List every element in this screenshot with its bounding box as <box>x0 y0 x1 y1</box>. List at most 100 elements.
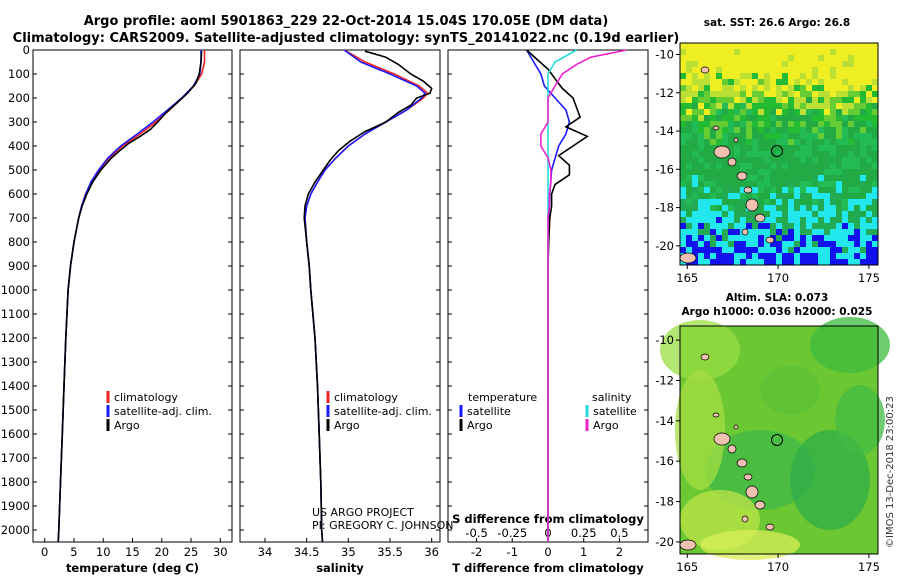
map-lat-label: -14 <box>655 124 674 138</box>
sst-cell <box>770 241 777 248</box>
sst-cell <box>824 109 831 116</box>
sst-cell <box>788 121 795 128</box>
sst-cell <box>806 61 813 68</box>
sst-cell <box>842 163 849 170</box>
sst-cell <box>812 241 819 248</box>
sst-cell <box>782 181 789 188</box>
sst-cell <box>710 97 717 104</box>
sst-cell <box>716 193 723 200</box>
x-tick-label: 34.5 <box>294 545 320 559</box>
island-shape <box>754 500 766 510</box>
sst-cell <box>824 223 831 230</box>
sst-cell <box>698 49 705 56</box>
sst-cell <box>722 253 729 260</box>
sst-cell <box>782 145 789 152</box>
sst-cell <box>716 103 723 110</box>
sst-cell <box>752 139 759 146</box>
sst-cell <box>836 79 843 86</box>
sst-cell <box>734 139 741 146</box>
sst-cell <box>788 49 795 56</box>
sst-cell <box>794 193 801 200</box>
sst-cell <box>752 85 759 92</box>
sst-cell <box>752 223 759 230</box>
sst-cell <box>860 211 867 218</box>
sst-cell <box>788 145 795 152</box>
sst-cell <box>704 49 711 56</box>
sst-cell <box>836 175 843 182</box>
sst-cell <box>716 97 723 104</box>
sst-cell <box>788 43 795 50</box>
sst-cell <box>680 169 687 176</box>
sst-cell <box>680 97 687 104</box>
sst-cell <box>746 139 753 146</box>
sst-cell <box>866 103 873 110</box>
sal-series-satellite-adj-clim- <box>304 49 427 543</box>
sst-cell <box>860 199 867 206</box>
sst-cell <box>740 217 747 224</box>
sst-cell <box>740 259 747 266</box>
sst-cell <box>692 247 699 254</box>
sst-cell <box>806 199 813 206</box>
sst-cell <box>686 61 693 68</box>
sst-cell <box>746 241 753 248</box>
sst-cell <box>866 229 873 236</box>
sst-cell <box>704 229 711 236</box>
sst-cell <box>734 259 741 266</box>
sst-cell <box>704 97 711 104</box>
sst-cell <box>710 187 717 194</box>
sst-cell <box>782 121 789 128</box>
sst-cell <box>740 55 747 62</box>
sst-cell <box>758 49 765 56</box>
sst-cell <box>836 199 843 206</box>
sst-cell <box>836 223 843 230</box>
x-tick-label: 10 <box>96 545 111 559</box>
sst-cell <box>782 193 789 200</box>
sst-cell <box>698 157 705 164</box>
sst-cell <box>770 199 777 206</box>
sst-cell <box>872 73 879 80</box>
sst-cell <box>866 139 873 146</box>
sst-cell <box>842 55 849 62</box>
y-tick-label: 1400 <box>1 379 30 393</box>
sst-cell <box>752 193 759 200</box>
sst-cell <box>848 85 855 92</box>
sst-cell <box>758 175 765 182</box>
sst-cell <box>746 223 753 230</box>
sst-cell <box>830 247 837 254</box>
sst-cell <box>854 247 861 254</box>
map-lon-label: 175 <box>858 560 880 574</box>
sst-cell <box>770 133 777 140</box>
sst-cell <box>770 193 777 200</box>
sst-cell <box>716 49 723 56</box>
sst-cell <box>824 73 831 80</box>
sst-cell <box>734 169 741 176</box>
sst-cell <box>728 121 735 128</box>
sst-map: sat. SST: 26.6 Argo: 26.8 <box>679 17 879 266</box>
map-lon-label: 175 <box>858 271 880 285</box>
sst-cell <box>806 139 813 146</box>
sst-cell <box>680 175 687 182</box>
sst-cell <box>698 235 705 242</box>
sst-cell <box>746 49 753 56</box>
sst-cell <box>680 157 687 164</box>
sst-cell <box>758 229 765 236</box>
y-tick-label: 700 <box>8 211 30 225</box>
sst-cell <box>680 241 687 248</box>
sst-cell <box>722 187 729 194</box>
map-lon-label: 170 <box>767 271 789 285</box>
sst-cell <box>848 133 855 140</box>
sst-cell <box>824 199 831 206</box>
sst-cell <box>848 217 855 224</box>
sst-cell <box>770 253 777 260</box>
x-tick-label: -2 <box>471 545 482 559</box>
sst-cell <box>872 199 879 206</box>
sst-cell <box>692 91 699 98</box>
sst-cell <box>692 55 699 62</box>
sst-cell <box>692 97 699 104</box>
sst-cell <box>854 235 861 242</box>
sst-cell <box>764 103 771 110</box>
sst-cell <box>788 175 795 182</box>
sst-cell <box>710 229 717 236</box>
sst-cell <box>758 115 765 122</box>
sst-cell <box>794 145 801 152</box>
